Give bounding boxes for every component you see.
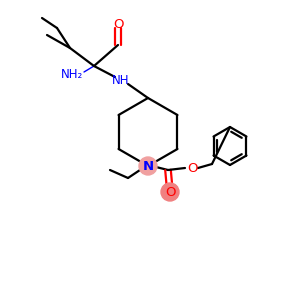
Text: O: O	[113, 19, 123, 32]
Text: O: O	[187, 161, 197, 175]
Text: N: N	[142, 160, 154, 172]
Text: NH₂: NH₂	[61, 68, 83, 80]
Text: O: O	[165, 185, 175, 199]
Circle shape	[139, 157, 157, 175]
Circle shape	[161, 183, 179, 201]
Text: NH: NH	[112, 74, 130, 86]
